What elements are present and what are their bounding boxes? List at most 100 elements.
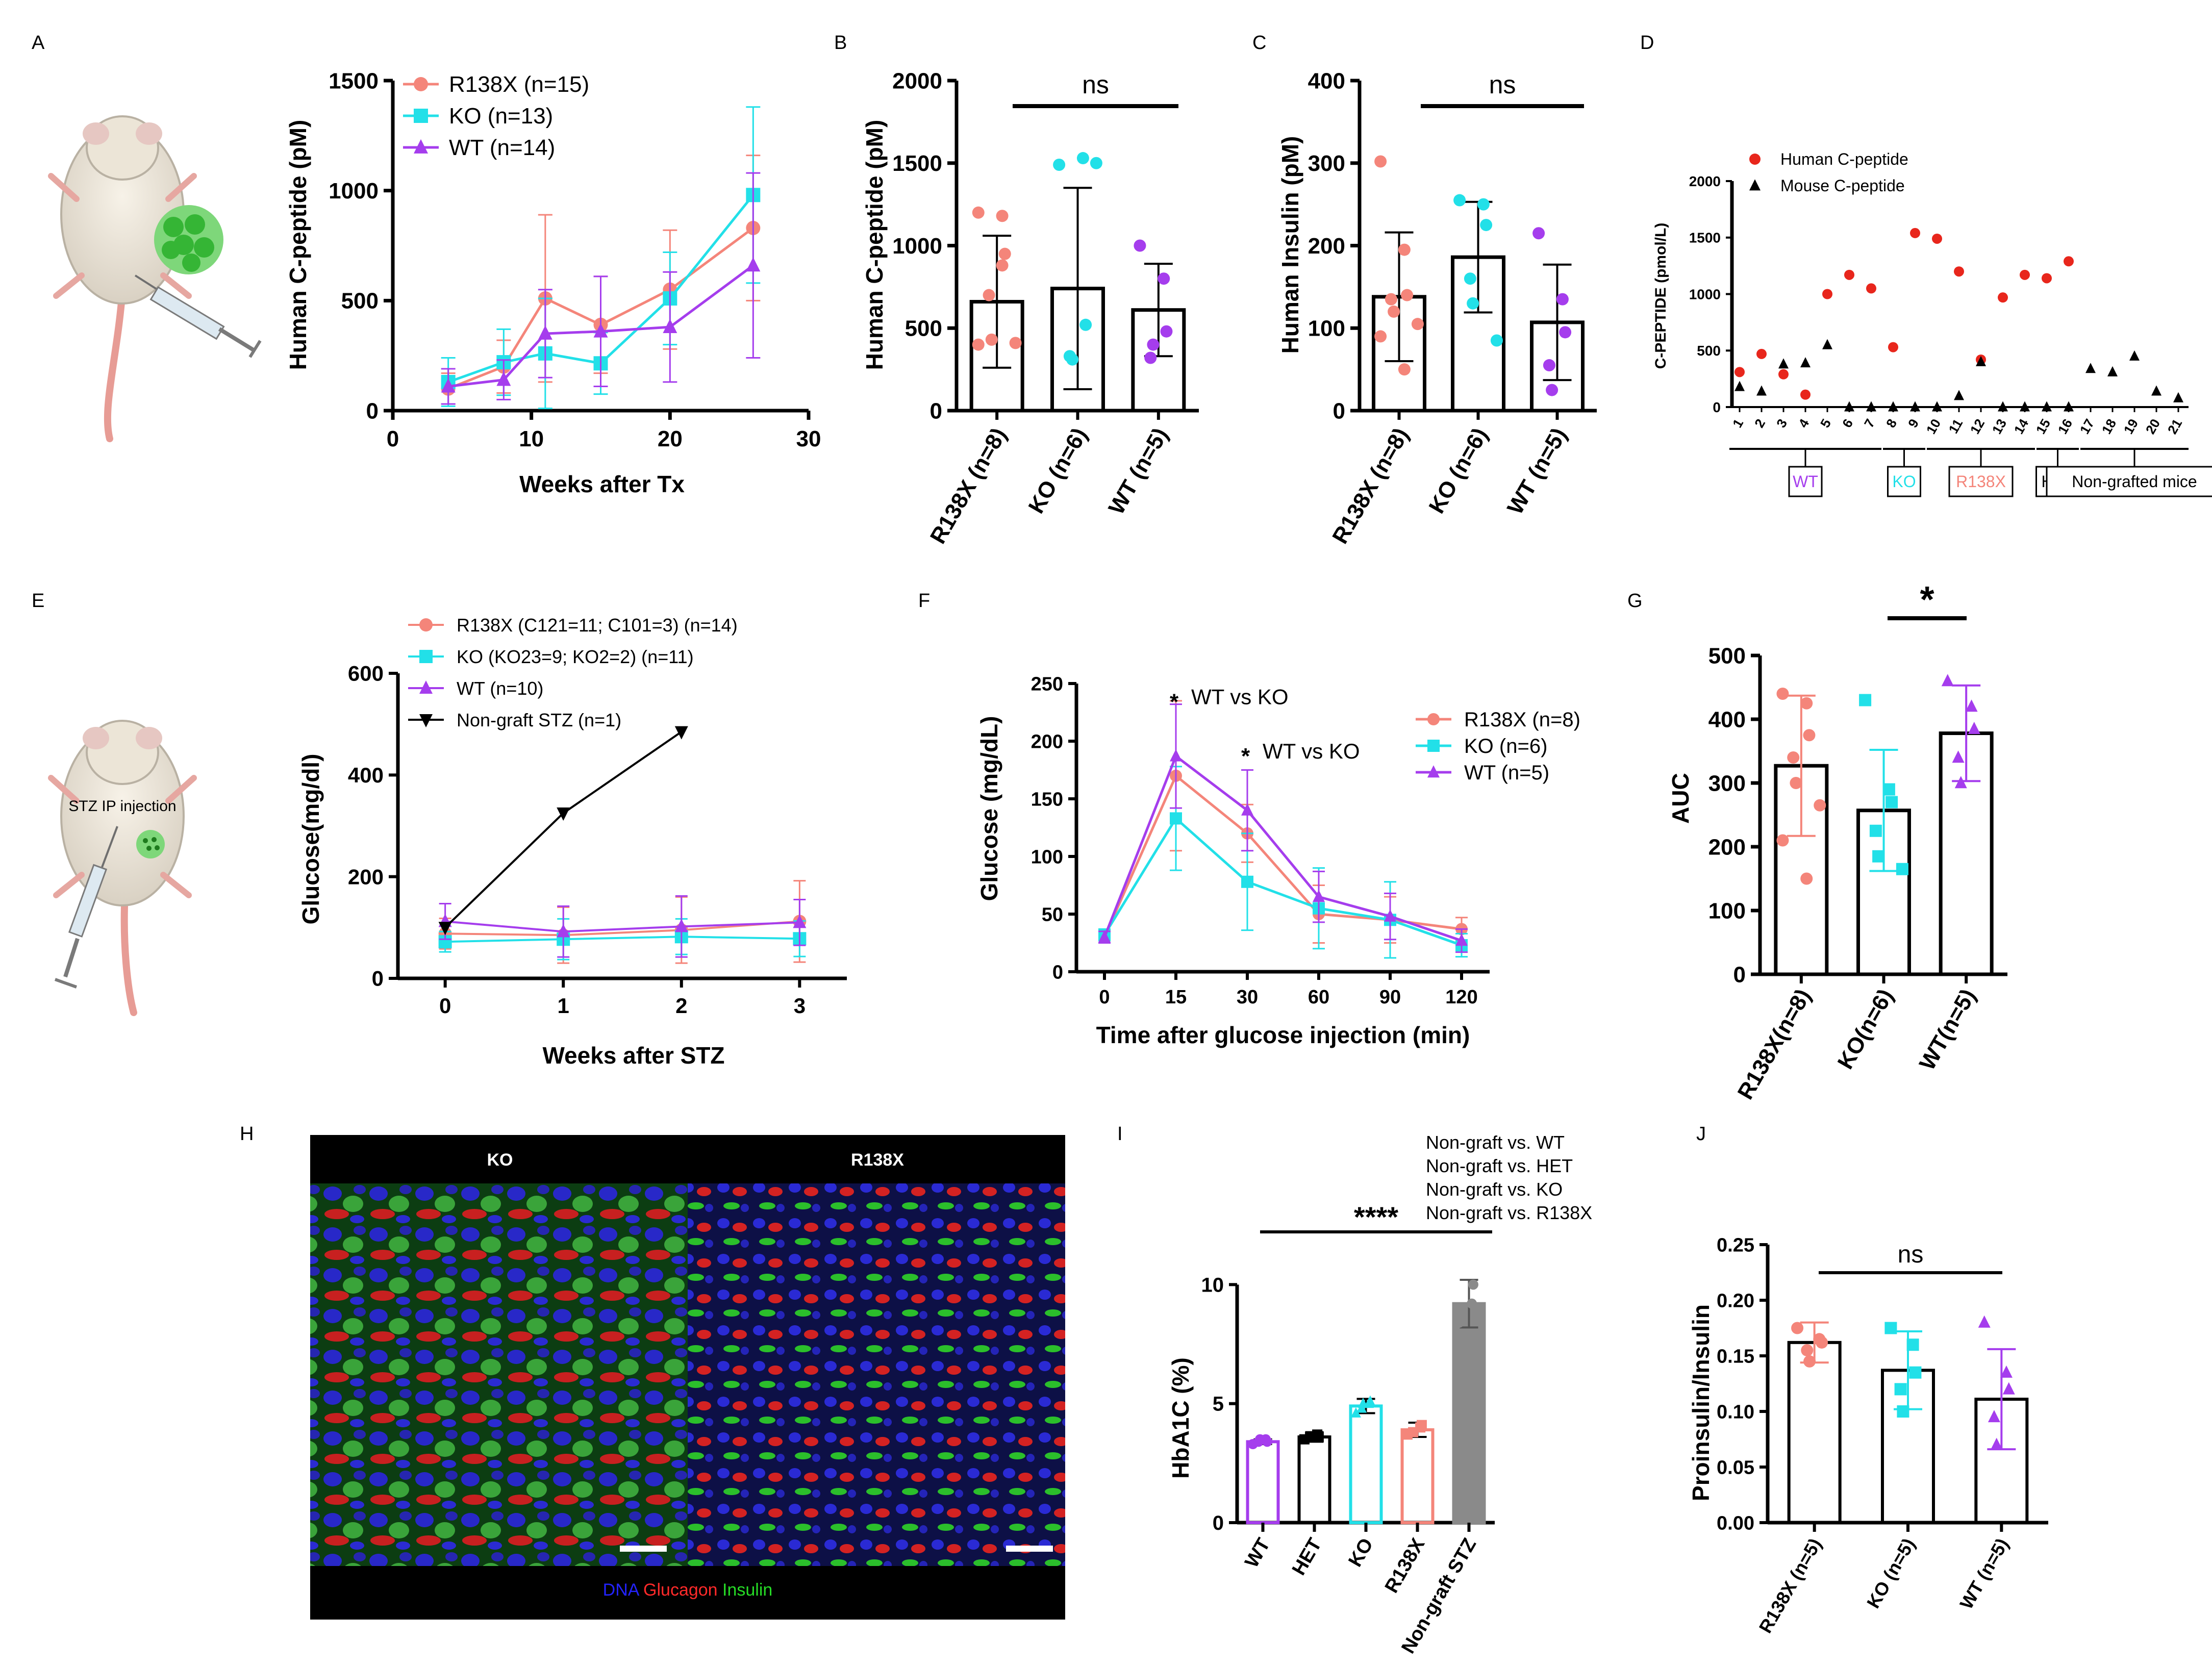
chart-b-data-point: [983, 289, 995, 301]
chart-g-data-point: [1882, 783, 1895, 796]
chart-c-category-label: R138X (n=8): [1327, 424, 1414, 548]
chart-d-x-tick-label: 11: [1945, 416, 1966, 436]
chart-b-plot: 0 500 1000 1500 2000 R138X (n=8) KO (n=6) WT (n…: [892, 68, 1199, 548]
chart-c-data-point: [1546, 384, 1559, 396]
chart-g-data-point: [1803, 729, 1816, 742]
chart-a-x-tick-label: 30: [796, 426, 821, 451]
chart-d-point-1: [2173, 392, 2183, 402]
chart-b-data-point: [972, 338, 985, 351]
chart-a-point-2: [496, 371, 511, 386]
chart-d-x-tick-label: 14: [2011, 416, 2032, 437]
chart-b-data-point: [1134, 239, 1146, 252]
chart-d-point-1: [1866, 401, 1876, 412]
chart-c-ylabel: Human Insulin (pM): [1277, 136, 1303, 354]
chart-i-bar: [1246, 1440, 1280, 1524]
mouse-graft-illustration: [48, 115, 262, 442]
chart-f-annotation-label: WT vs KO: [1191, 685, 1289, 709]
micrograph-image-ko: [310, 1183, 688, 1566]
chart-g-errorbar: [1952, 684, 1981, 782]
chart-d-point-1: [1756, 385, 1767, 396]
chart-b-errorbar: [983, 235, 1012, 369]
chart-e-series-line-0: [445, 920, 800, 937]
chart-b-data-point: [1053, 158, 1066, 171]
chart-a-x-tick-label: 0: [387, 426, 399, 451]
chart-g-plot: 0 100 200 300 400 500 R138X(n=8) KO(n=6) WT(n=5)…: [1708, 579, 2007, 1104]
chart-a-legend-label-2: WT (n=14): [449, 135, 555, 160]
chart-d-y-tick-label: 2000: [1689, 173, 1721, 189]
micrograph-title-r138x: R138X: [851, 1150, 904, 1170]
chart-g-y-tick-label: 100: [1708, 898, 1746, 923]
chart-b-data-point: [1079, 318, 1092, 331]
chart-j-data-point: [1990, 1437, 2003, 1450]
chart-a-point-2: [538, 325, 552, 340]
chart-d-point-0: [2064, 256, 2074, 267]
chart-d-point-1: [2129, 350, 2140, 361]
chart-c-data-point: [1388, 305, 1400, 318]
chart-f-x-tick-label: 60: [1308, 987, 1329, 1008]
chart-e-legend-label-2: WT (n=10): [457, 678, 543, 699]
micrograph-legend-dna: DNA: [603, 1580, 640, 1600]
chart-i-data-point: [1358, 1398, 1368, 1408]
chart-d-x-tick-label: 16: [2055, 416, 2075, 437]
chart-d-x-tick-label: 17: [2077, 416, 2097, 437]
chart-d-point-0: [1910, 228, 1920, 238]
chart-c-data-point: [1477, 198, 1490, 211]
chart-c-category-label: WT (n=5): [1502, 424, 1572, 519]
chart-g-data-point: [1896, 863, 1908, 875]
chart-j-data-point: [1801, 1344, 1814, 1357]
chart-d-group-box: [1788, 466, 1823, 497]
chart-a-series-line-2: [448, 264, 754, 388]
chart-e-series-line-1: [445, 936, 800, 943]
chart-f-legend-label-0: R138X (n=8): [1464, 709, 1580, 731]
chart-d-x-tick-label: 10: [1923, 416, 1944, 437]
chart-a-legend-label-0: R138X (n=15): [449, 72, 589, 97]
chart-e-y-tick-label: 600: [348, 662, 384, 686]
chart-i-bar: [1349, 1404, 1383, 1524]
panel-letter-c: C: [1252, 32, 1266, 54]
chart-d-point-1: [1910, 401, 1920, 412]
chart-d-point-1: [1800, 357, 1811, 368]
chart-a-point-2: [593, 323, 608, 338]
chart-d-point-1: [2020, 401, 2030, 412]
chart-c-data-point: [1385, 293, 1397, 306]
chart-e-legend-marker-0: [419, 618, 433, 632]
chart-a-legend-marker-0: [414, 77, 428, 91]
chart-e: Glucose(mg/dl) Weeks after STZ 0 200 400 60…: [297, 615, 847, 1069]
chart-g-category-label: WT(n=5): [1915, 985, 1981, 1075]
chart-f: Glucose (mg/dL) Time after glucose injec…: [976, 673, 1580, 1048]
chart-d-x-tick-label: 4: [1795, 416, 1812, 431]
chart-i-data-point: [1467, 1298, 1477, 1309]
chart-f-point-2: [1241, 803, 1253, 816]
chart-j-data-point: [2002, 1382, 2015, 1395]
chart-e-y-tick-label: 400: [348, 763, 384, 787]
chart-d-legend-marker-0: [1749, 154, 1761, 165]
chart-g-ylabel: AUC: [1667, 773, 1694, 824]
chart-g-data-point: [1814, 799, 1826, 812]
syringe-icon: [134, 274, 262, 358]
chart-d-group-box: [2046, 466, 2212, 497]
chart-d-legend-marker-1: [1749, 179, 1761, 191]
chart-j-y-tick-label: 0.25: [1717, 1234, 1754, 1256]
panel-letter-b: B: [834, 32, 847, 54]
chart-a-point-2: [746, 257, 761, 272]
chart-c-errorbar: [1385, 231, 1414, 362]
chart-j-data-point: [1894, 1383, 1907, 1396]
chart-e-legend-marker-2: [419, 680, 433, 694]
chart-e-series-line-2: [445, 920, 800, 933]
chart-f-ylabel: Glucose (mg/dL): [976, 716, 1002, 901]
chart-d-x-tick-label: 3: [1773, 416, 1790, 431]
chart-f-x-tick-label: 90: [1379, 987, 1401, 1008]
chart-c-errorbar: [1543, 263, 1572, 382]
chart-d-point-1: [1822, 339, 1832, 349]
chart-g-y-tick-label: 300: [1708, 771, 1746, 796]
chart-a: Human C-peptide (pM) Weeks after Tx 0 500…: [285, 68, 821, 497]
chart-f-point-2: [1170, 749, 1182, 762]
chart-d-x-tick-label: 12: [1967, 416, 1988, 437]
chart-j-category-label: WT (n=5): [1955, 1535, 2013, 1613]
chart-j-data-point: [1884, 1322, 1897, 1334]
chart-j-y-tick-label: 0.10: [1717, 1401, 1754, 1423]
chart-d-x-tick-label: 20: [2143, 416, 2163, 437]
chart-j-significance-label: ns: [1898, 1241, 1924, 1268]
chart-c-data-point: [1398, 243, 1411, 256]
